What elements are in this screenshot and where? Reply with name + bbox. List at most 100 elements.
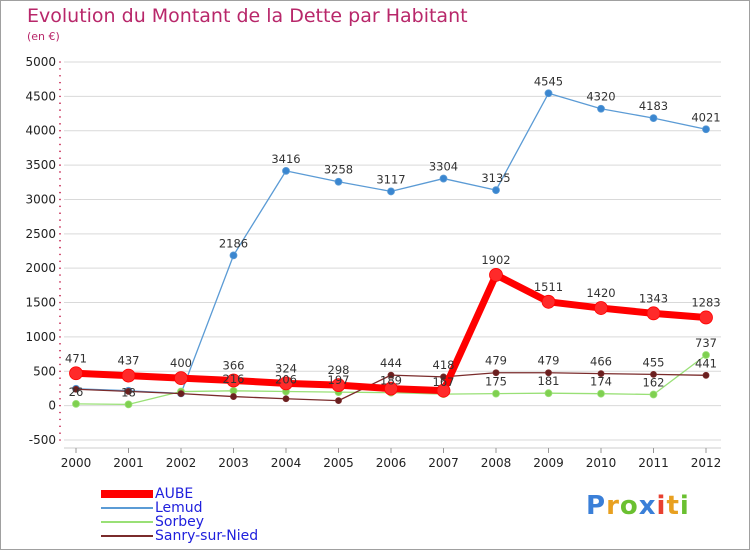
logo-letter: o [619,491,639,521]
y-minor-tick [59,384,61,386]
data-point [279,376,293,391]
data-label: 1511 [534,280,563,294]
y-minor-tick [59,74,61,77]
y-minor-tick [59,253,61,256]
data-label: 167 [433,375,455,389]
data-point [177,390,185,398]
data-point [597,370,605,378]
data-label: 216 [223,372,245,386]
x-tick-label: 2006 [376,456,407,470]
data-point [387,371,395,379]
data-point [124,400,133,409]
data-point [646,306,661,321]
y-minor-tick [59,246,61,249]
y-tick-label: 3500 [25,158,56,172]
data-label: 298 [328,363,350,377]
data-point [541,294,556,309]
y-tick-label: 1000 [25,330,56,344]
data-label: 400 [170,356,192,370]
legend-item: AUBE [101,486,258,502]
data-label: 206 [275,372,297,386]
data-label: 737 [695,336,717,350]
x-tick-label: 2010 [586,456,617,470]
data-point [597,389,605,398]
data-point [702,371,710,379]
x-tick-label: 2007 [428,456,459,470]
y-minor-tick [59,68,61,70]
y-minor-tick [59,95,61,98]
y-minor-tick [59,267,61,269]
x-tick-label: 2005 [323,456,354,470]
data-point [387,187,395,196]
y-minor-tick [59,432,61,434]
data-label: 1902 [481,253,510,267]
data-point [649,390,658,399]
y-minor-tick [59,123,61,125]
y-minor-tick [59,233,61,235]
data-point [699,310,713,325]
y-minor-tick [59,219,61,221]
x-tick-label: 2009 [533,456,564,470]
data-label: 479 [485,354,507,368]
y-minor-tick [59,205,61,208]
y-tick-label: 2000 [25,261,56,275]
y-tick-label: 5000 [25,55,56,69]
y-minor-tick [59,274,61,276]
y-tick-label: 500 [33,364,56,378]
data-point [597,104,605,113]
y-tick-label: 3000 [25,192,56,206]
data-label: 4183 [639,99,668,113]
data-label: 162 [643,376,665,390]
data-point [335,397,342,405]
legend-item: Sanry-sur-Nied [101,528,258,544]
data-label: 466 [590,355,612,369]
data-point [702,125,710,134]
y-minor-tick [59,143,61,146]
x-tick-label: 2001 [113,456,144,470]
x-tick-label: 2004 [271,456,302,470]
data-label: 175 [485,375,507,389]
data-point [174,371,188,386]
data-label: 3258 [324,163,353,177]
logo-letter: i [679,491,690,521]
chart-legend: AUBE Lemud Sorbey Sanry-sur-Nied [101,486,258,544]
y-tick-label: 4500 [25,89,56,103]
data-label: 471 [65,351,87,365]
y-minor-tick [59,116,61,118]
data-point [650,370,657,378]
legend-swatch [101,490,153,498]
y-minor-tick [59,171,61,173]
legend-swatch [101,521,153,523]
x-tick-label: 2011 [638,456,669,470]
data-point [229,251,238,260]
y-tick-label: 2500 [25,227,56,241]
x-tick-label: 2003 [218,456,249,470]
data-point [492,369,500,377]
y-minor-tick [59,260,61,263]
data-label: 174 [590,375,612,389]
y-minor-tick [59,129,61,132]
y-minor-tick [59,329,61,331]
data-point [702,351,710,359]
y-minor-tick [59,212,61,214]
y-minor-tick [59,322,61,324]
x-tick-label: 2000 [61,456,92,470]
y-minor-tick [59,301,61,304]
data-label: 437 [118,354,140,368]
y-minor-tick [59,418,61,421]
data-point [492,186,500,195]
data-point [334,177,343,186]
data-point [282,166,290,175]
legend-swatch [101,507,153,509]
data-label: 197 [328,373,350,387]
data-label: 2186 [219,236,248,250]
y-minor-tick [59,356,61,359]
legend-label: AUBE [155,486,194,502]
y-minor-tick [59,363,61,366]
y-minor-tick [59,308,61,311]
data-point [72,399,80,408]
y-minor-tick [59,397,61,400]
y-minor-tick [59,391,61,393]
data-label: 1420 [586,286,615,300]
